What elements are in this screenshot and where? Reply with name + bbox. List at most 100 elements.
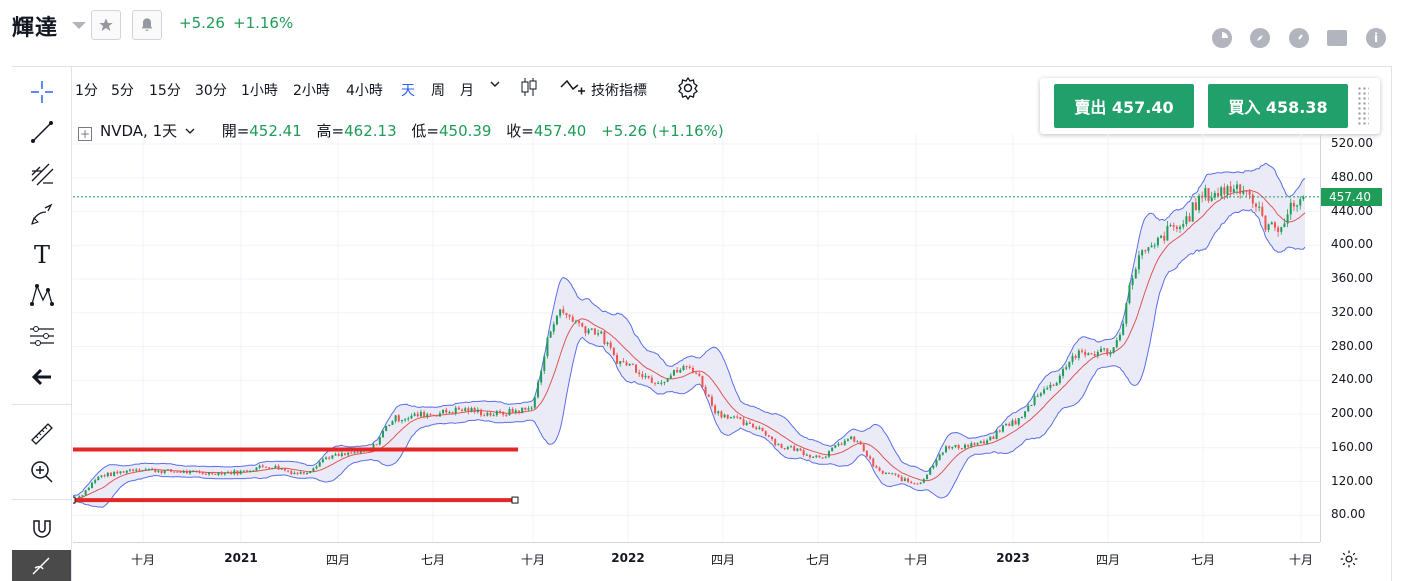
candle-body (635, 364, 638, 373)
candle-body (1277, 227, 1280, 232)
candle-body (989, 436, 992, 441)
candle-body (995, 430, 998, 439)
drag-handle[interactable] (1357, 86, 1369, 126)
high-value: 462.13 (344, 122, 397, 140)
symbol-interval[interactable]: NVDA, 1天 (100, 122, 178, 140)
alert-bell-button[interactable] (132, 10, 162, 40)
pattern-icon[interactable] (27, 280, 57, 310)
price-chart[interactable] (73, 134, 1320, 542)
sell-button[interactable]: 賣出 457.40 (1054, 84, 1194, 128)
timeframe-month[interactable]: 月 (460, 83, 474, 99)
candle-body (1239, 184, 1242, 194)
open-label: 開= (221, 122, 250, 140)
time-tick-label: 四月 (710, 553, 736, 567)
time-axis[interactable]: 十月 2021 四月 七月 十月 2022 四月 七月 十月 2023 四月 七月 十月 (73, 542, 1320, 581)
gauge-icon[interactable] (1289, 28, 1309, 48)
candle-style-icon[interactable] (520, 76, 538, 102)
candle-body (230, 471, 233, 474)
candle-body (957, 445, 960, 449)
candle-body (438, 413, 441, 417)
candle-body (407, 418, 410, 420)
candle-body (1182, 224, 1185, 227)
candle-body (657, 383, 660, 385)
timeframe-15m[interactable]: 15分 (149, 83, 181, 99)
zoom-in-icon[interactable] (27, 457, 57, 487)
candle-body (1033, 396, 1036, 405)
candle-body (856, 441, 859, 443)
candle-body (1134, 269, 1137, 279)
candle-body (1213, 192, 1216, 198)
candle-body (214, 473, 217, 475)
timeframe-1h[interactable]: 1小時 (241, 83, 278, 99)
candle-body (1046, 388, 1049, 390)
candle-body (1220, 187, 1223, 197)
gear-icon[interactable] (676, 76, 700, 104)
candle-body (831, 447, 834, 452)
candle-body (505, 414, 508, 416)
chevron-down-icon[interactable] (185, 122, 195, 140)
back-arrow-icon[interactable] (27, 362, 57, 392)
text-tool-icon[interactable]: T (33, 241, 50, 269)
candle-body (998, 430, 1001, 432)
candle-body (388, 424, 391, 426)
candle-body (812, 456, 815, 458)
time-tick-label: 2023 (996, 551, 1030, 565)
candle-body (113, 471, 116, 476)
tool-divider (12, 499, 71, 500)
timeframe-day[interactable]: 天 (401, 83, 415, 99)
compass-icon[interactable] (1250, 28, 1270, 48)
timeframe-2h[interactable]: 2小時 (293, 83, 330, 99)
candle-body (499, 411, 502, 413)
candle-body (473, 407, 476, 412)
gear-icon[interactable] (1338, 548, 1360, 570)
candle-body (192, 470, 195, 472)
candle-body (1210, 197, 1213, 201)
fib-tool-icon[interactable] (27, 159, 57, 189)
price-axis[interactable]: 520.00 480.00 440.00 400.00 360.00 320.00 280.… (1320, 134, 1392, 542)
candle-body (698, 373, 701, 376)
candle-body (302, 472, 305, 474)
watchlist-star-button[interactable] (91, 10, 121, 40)
candle-body (483, 415, 486, 417)
buy-button[interactable]: 買入 458.38 (1208, 84, 1348, 128)
timeframe-1m[interactable]: 1分 (75, 83, 98, 99)
ruler-icon[interactable] (27, 419, 57, 449)
magnet-icon[interactable] (27, 513, 57, 543)
candle-body (869, 456, 872, 459)
timeframe-30m[interactable]: 30分 (195, 83, 227, 99)
timeframe-5m[interactable]: 5分 (111, 83, 134, 99)
candle-body (1242, 190, 1245, 194)
candle-body (271, 467, 274, 469)
info-icon[interactable]: i (1366, 28, 1386, 48)
candle-body (378, 437, 381, 445)
time-tick-label: 七月 (805, 553, 831, 567)
chevron-down-icon[interactable] (72, 22, 86, 29)
brush-icon[interactable] (27, 200, 57, 230)
line-handle (511, 496, 519, 504)
calendar-icon[interactable] (1327, 30, 1347, 46)
candle-body (299, 472, 302, 474)
hide-drawings-icon[interactable] (12, 550, 71, 581)
timeframe-4h[interactable]: 4小時 (346, 83, 383, 99)
trendline-icon[interactable] (27, 117, 57, 147)
candle-body (1128, 285, 1131, 304)
chevron-down-icon[interactable] (489, 78, 501, 94)
indicators-button[interactable]: 技術指標 (591, 83, 647, 99)
candle-body (1024, 411, 1027, 417)
indicators-icon[interactable] (560, 77, 586, 101)
candle-body (932, 465, 935, 468)
pie-chart-icon[interactable] (1212, 28, 1232, 48)
time-tick-label: 七月 (1190, 553, 1216, 567)
candle-body (331, 455, 334, 459)
candle-body (1005, 423, 1008, 426)
candle-body (435, 414, 438, 417)
candle-body (1175, 226, 1178, 229)
collapse-legend-icon[interactable]: + (78, 127, 92, 141)
forecast-icon[interactable] (27, 321, 57, 351)
timeframe-week[interactable]: 周 (431, 83, 445, 99)
candle-body (913, 483, 916, 485)
crosshair-icon[interactable] (27, 77, 57, 107)
candle-body (638, 372, 641, 375)
time-tick-label: 四月 (325, 553, 351, 567)
candle-body (733, 416, 736, 418)
